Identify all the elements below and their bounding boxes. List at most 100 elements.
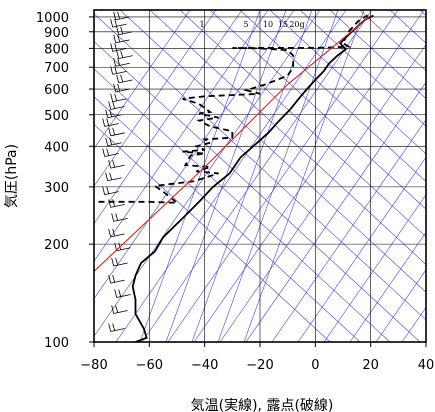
y-tick-label: 800 <box>44 42 69 57</box>
wind-barb-shaft <box>110 204 125 208</box>
adiabat-line <box>329 10 426 99</box>
wind-barb-flag <box>105 172 109 181</box>
y-tick-label: 300 <box>44 181 69 196</box>
y-tick-label: 100 <box>44 336 69 351</box>
x-tick-label: 20 <box>362 358 379 373</box>
mixing-ratio-line <box>191 10 313 342</box>
mixing-ratio-line <box>139 10 261 342</box>
wind-barb-shaft <box>118 31 133 36</box>
wind-barb-flag <box>114 93 118 101</box>
wind-barb-flag <box>110 19 114 28</box>
wind-barb-flag <box>112 160 116 168</box>
adiabat-line <box>94 123 331 342</box>
wind-barb-flag <box>117 83 121 92</box>
wind-barb-flag <box>102 118 106 127</box>
isotherm-line <box>245 81 426 342</box>
wind-barb-shaft <box>107 177 122 182</box>
wind-barb-flag <box>109 137 113 145</box>
adiabat-line <box>299 10 426 127</box>
y-tick-label: 400 <box>44 140 69 155</box>
wind-barb-flag <box>115 305 119 313</box>
wind-barb-flag <box>102 148 106 157</box>
wind-barb-shaft <box>110 279 125 284</box>
wind-barb-flag <box>108 199 112 208</box>
mixing-ratio-labels: 1 5 10 15 20g <box>199 20 304 29</box>
wind-barb-flag <box>113 34 117 43</box>
adiabat-line <box>149 10 426 265</box>
isotherm-line <box>428 10 435 342</box>
wind-barb-flag <box>114 19 118 27</box>
wind-barb-flag <box>120 50 124 58</box>
x-tick-label: −80 <box>80 358 107 373</box>
mixing-ratio-label: 15 <box>278 20 288 29</box>
wind-barb-shaft <box>112 48 127 52</box>
wind-barb-flag <box>114 66 118 74</box>
x-tick-label: 0 <box>311 358 319 373</box>
wind-barb-shaft <box>113 310 128 314</box>
wind-barb-flag <box>111 257 115 267</box>
mixing-ratio-label: 5 <box>243 20 248 29</box>
wind-barb-flag <box>117 34 121 42</box>
wind-barb-shaft <box>118 55 133 60</box>
wind-barb-flag <box>112 199 116 207</box>
isotherm-line <box>349 231 426 342</box>
wind-barb-flag <box>113 58 117 67</box>
wind-barb-flag <box>118 242 122 250</box>
isotherm-line <box>94 10 217 187</box>
isotherm-line <box>94 10 269 262</box>
wind-barb-shaft <box>104 191 119 196</box>
x-axis-title: 気温(実線), 露点(破線) <box>191 398 334 412</box>
wind-barb-shaft <box>112 70 127 75</box>
wind-barb-shaft <box>113 217 128 222</box>
wind-barb-flag <box>113 11 117 20</box>
wind-barb-shaft <box>110 328 125 332</box>
isotherm-line <box>219 44 426 342</box>
isotherm-line <box>94 10 191 150</box>
wind-barb-flag <box>112 101 116 109</box>
wind-barb-flag <box>105 109 109 118</box>
wind-barb-flag <box>108 275 112 284</box>
wind-barb-flag <box>110 66 114 75</box>
series-dewpoint-line <box>94 14 369 204</box>
wind-barb-shaft <box>107 114 122 119</box>
wind-barb-flag <box>114 289 118 298</box>
wind-barb-flag <box>111 305 115 314</box>
wind-barb-flag <box>102 186 106 195</box>
x-tick-label: 40 <box>418 358 435 373</box>
adiabat-line <box>119 10 426 293</box>
wind-barb-flag <box>117 58 121 66</box>
wind-barb-flag <box>120 26 124 34</box>
wind-barb-shaft <box>115 62 130 67</box>
isotherm-line <box>323 194 426 342</box>
wind-barb-flag <box>106 186 110 194</box>
y-tick-label: 500 <box>44 109 69 124</box>
wind-barb-shaft <box>115 88 130 93</box>
mixing-ratio-line <box>243 10 365 342</box>
wind-barb-shaft <box>116 294 131 298</box>
mixing-ratio-line <box>217 10 339 342</box>
isotherm-line <box>375 269 426 342</box>
wind-barb-flag <box>111 213 115 222</box>
y-tick-label: 900 <box>44 26 69 41</box>
wind-barb-flag <box>114 43 118 51</box>
x-axis: −80 −60 −40 −20 0 20 40 <box>80 342 434 373</box>
wind-barb-flag <box>108 101 112 110</box>
wind-barb-flag <box>113 83 117 93</box>
wind-barb-shaft <box>113 262 128 267</box>
isotherm-line <box>94 10 295 300</box>
wind-barb-flag <box>108 323 112 332</box>
x-tick-label: −60 <box>136 358 163 373</box>
mixing-ratio-label: 10 <box>263 20 273 29</box>
adiabat-line <box>94 96 361 342</box>
wind-barb-shaft <box>112 98 127 103</box>
wind-barb-shaft <box>110 164 125 169</box>
wind-barb-flag <box>108 160 112 169</box>
x-tick-label: −40 <box>191 358 218 373</box>
wind-barb-flag <box>115 257 119 266</box>
wind-barb-shaft <box>112 23 127 28</box>
wind-barb-flag <box>116 74 120 83</box>
y-axis-title: 気圧(hPa) <box>4 144 20 208</box>
isotherm-line <box>193 10 425 342</box>
